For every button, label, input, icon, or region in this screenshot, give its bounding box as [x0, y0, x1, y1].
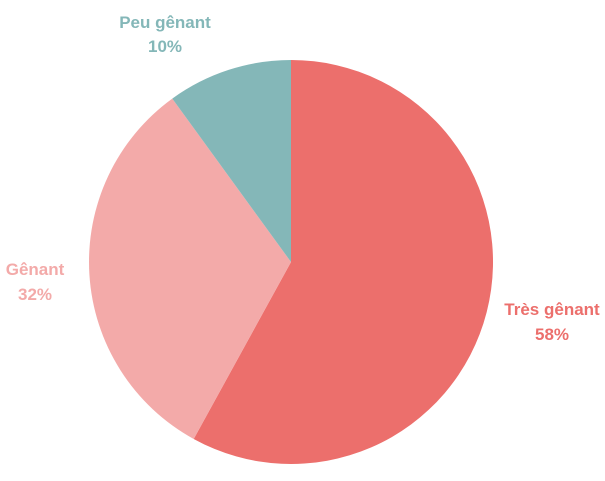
pie-slice-très-gênant: [193, 60, 494, 464]
pie-slice-peu-gênant: [172, 60, 291, 262]
slice-value-label: 32%: [18, 285, 52, 304]
slice-value-label: 10%: [148, 37, 182, 56]
slice-label: Gênant: [6, 260, 65, 279]
slice-label: Peu gênant: [119, 13, 211, 32]
pie-slice-gênant: [89, 98, 291, 440]
pie-labels: Très gênant 58% Gênant 32% Peu gênant 10%: [6, 13, 600, 344]
slice-label: Très gênant: [504, 300, 600, 319]
pie-slices: [89, 60, 494, 464]
slice-value-label: 58%: [535, 325, 569, 344]
